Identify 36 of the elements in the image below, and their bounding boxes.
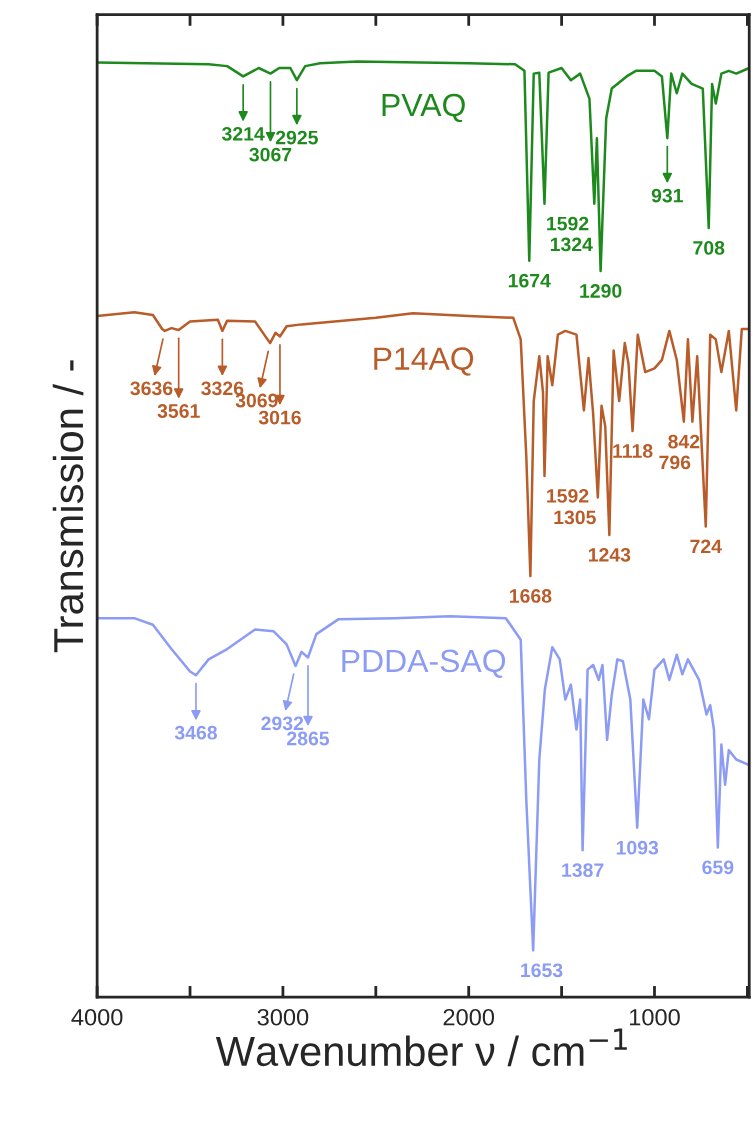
annotation: 1592 (547, 216, 589, 231)
x-tick-label: 3000 (257, 1008, 309, 1026)
x-tick-label: 2000 (443, 1008, 495, 1026)
annotation: 1653 (521, 963, 563, 978)
annotation: 931 (651, 188, 683, 203)
annotation: 1243 (588, 547, 631, 562)
series-label: PDDA-SAQ (342, 649, 506, 678)
series-label: PVAQ (382, 93, 465, 123)
annotation: 3016 (258, 410, 301, 425)
annotation: 1668 (509, 589, 552, 603)
x-axis-title: Wavenumber ν / cm$^{−1}$ (215, 1028, 627, 1067)
annotation: 2932 (261, 716, 304, 731)
annotation: 3561 (157, 404, 200, 418)
annotation: 3214 (221, 126, 265, 141)
annotation: 1592 (547, 488, 589, 503)
annotation: 842 (668, 434, 700, 449)
annotation: 724 (690, 539, 722, 554)
annotation: 659 (702, 860, 734, 875)
annotation: 1118 (613, 444, 653, 458)
x-tick-label: 1000 (630, 1008, 680, 1026)
annotation: 708 (693, 241, 725, 255)
series-label: P14AQ (374, 347, 474, 376)
annotation: 1324 (550, 237, 593, 252)
annotation: 1093 (616, 840, 659, 855)
annotation: 1387 (562, 863, 604, 878)
annotation: 3468 (174, 725, 218, 740)
annotation: 3067 (249, 147, 292, 162)
annotation: 1674 (508, 273, 551, 288)
annotation: 1290 (580, 284, 622, 298)
annotation: 3636 (130, 381, 173, 396)
annotation: 2925 (275, 130, 318, 145)
x-tick-label: 4000 (71, 1008, 123, 1026)
y-axis-title: Transmission / - (52, 360, 84, 653)
annotation: 1305 (554, 510, 596, 525)
annotation: 2865 (287, 731, 330, 746)
annotation: 796 (659, 455, 691, 470)
